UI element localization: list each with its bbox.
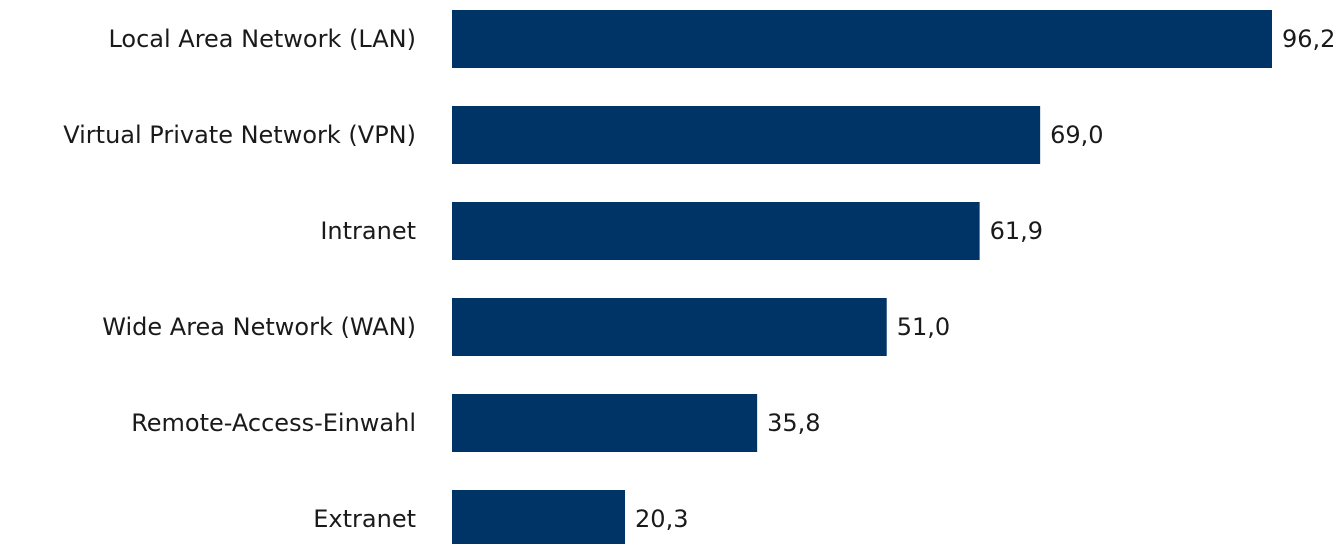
bars-group xyxy=(452,10,1272,544)
bar-5 xyxy=(452,490,626,544)
value-label-5: 20,3 xyxy=(635,505,688,533)
bar-3 xyxy=(452,298,887,356)
bar-1 xyxy=(452,106,1041,164)
value-label-2: 61,9 xyxy=(990,217,1043,245)
value-labels-group: 96,2 69,0 61,9 51,0 35,8 20,3 xyxy=(635,25,1335,533)
bar-2 xyxy=(452,202,980,260)
bar-4 xyxy=(452,394,758,452)
category-label-5: Extranet xyxy=(313,505,416,533)
category-label-1: Virtual Private Network (VPN) xyxy=(63,121,416,149)
category-label-2: Intranet xyxy=(320,217,416,245)
value-label-3: 51,0 xyxy=(897,313,950,341)
category-labels-group: Local Area Network (LAN) Virtual Private … xyxy=(63,25,416,533)
category-label-3: Wide Area Network (WAN) xyxy=(102,313,416,341)
category-label-0: Local Area Network (LAN) xyxy=(108,25,416,53)
value-label-4: 35,8 xyxy=(767,409,820,437)
value-label-1: 69,0 xyxy=(1050,121,1103,149)
category-label-4: Remote-Access-Einwahl xyxy=(131,409,416,437)
value-label-0: 96,2 xyxy=(1282,25,1335,53)
bar-0 xyxy=(452,10,1272,68)
